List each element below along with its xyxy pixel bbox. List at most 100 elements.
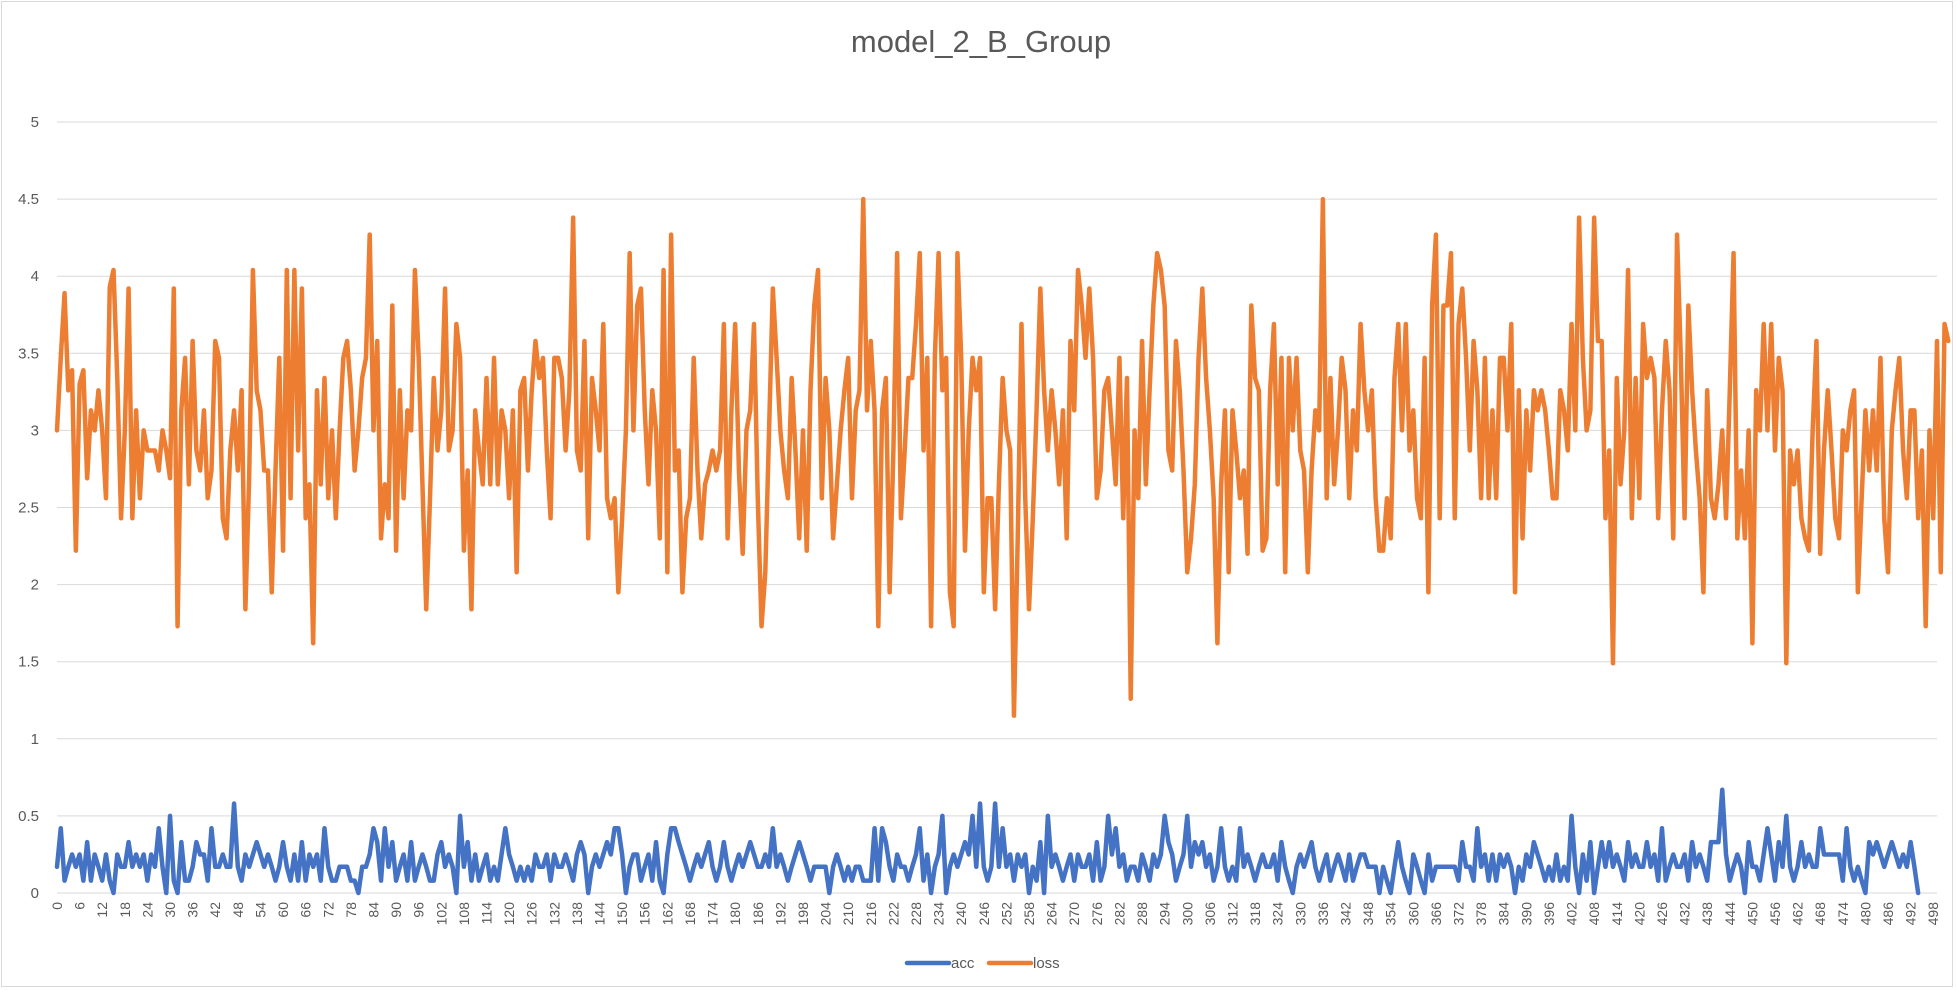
series-lines bbox=[54, 196, 1951, 896]
y-tick-label: 1.5 bbox=[18, 654, 39, 671]
x-tick-label: 222 bbox=[885, 902, 901, 926]
x-tick-label: 294 bbox=[1157, 902, 1173, 926]
x-tick-label: 270 bbox=[1066, 902, 1082, 926]
x-tick-label: 366 bbox=[1428, 902, 1444, 926]
y-tick-label: 1 bbox=[31, 731, 39, 748]
y-tick-label: 2.5 bbox=[18, 500, 39, 517]
x-tick-label: 264 bbox=[1044, 902, 1060, 926]
x-tick-label: 486 bbox=[1880, 902, 1896, 926]
x-axis-tick-labels: 0 6 12 18 24 30 36 42 48 54 60 66 72 78 84 90 96 102 108 11… bbox=[49, 902, 1941, 926]
x-tick-label: 42 bbox=[207, 902, 223, 918]
x-tick-label: 54 bbox=[252, 902, 268, 918]
x-tick-label: 408 bbox=[1586, 902, 1602, 926]
x-tick-label: 156 bbox=[637, 902, 653, 926]
x-tick-label: 240 bbox=[953, 902, 969, 926]
x-tick-label: 180 bbox=[727, 902, 743, 926]
x-tick-label: 402 bbox=[1564, 902, 1580, 926]
y-tick-label: 3.5 bbox=[18, 345, 39, 362]
x-tick-label: 450 bbox=[1744, 902, 1760, 926]
x-tick-label: 168 bbox=[682, 902, 698, 926]
x-tick-label: 444 bbox=[1722, 902, 1738, 926]
x-tick-label: 102 bbox=[433, 902, 449, 926]
x-tick-label: 138 bbox=[569, 902, 585, 926]
x-tick-label: 342 bbox=[1337, 902, 1353, 926]
x-tick-label: 108 bbox=[456, 902, 472, 926]
x-tick-label: 306 bbox=[1202, 902, 1218, 926]
x-tick-label: 414 bbox=[1609, 902, 1625, 926]
x-tick-label: 162 bbox=[659, 902, 675, 926]
x-tick-label: 0 bbox=[49, 902, 65, 910]
x-tick-label: 132 bbox=[546, 902, 562, 926]
x-tick-label: 216 bbox=[863, 902, 879, 926]
x-tick-label: 456 bbox=[1767, 902, 1783, 926]
x-tick-label: 174 bbox=[705, 902, 721, 926]
y-tick-label: 5 bbox=[31, 114, 39, 131]
y-tick-label: 4.5 bbox=[18, 191, 39, 208]
series-line-loss bbox=[54, 196, 1951, 718]
x-tick-label: 312 bbox=[1224, 902, 1240, 926]
legend: acc loss bbox=[904, 955, 1060, 972]
x-tick-label: 6 bbox=[72, 902, 88, 910]
x-tick-label: 354 bbox=[1383, 902, 1399, 926]
x-tick-label: 114 bbox=[478, 902, 494, 925]
x-tick-label: 72 bbox=[320, 902, 336, 918]
x-tick-label: 372 bbox=[1451, 902, 1467, 926]
x-tick-label: 60 bbox=[275, 902, 291, 918]
legend-label-acc: acc bbox=[951, 955, 975, 972]
x-tick-label: 234 bbox=[931, 902, 947, 926]
x-tick-label: 48 bbox=[230, 902, 246, 918]
x-tick-label: 186 bbox=[750, 902, 766, 926]
x-tick-label: 120 bbox=[501, 902, 517, 926]
x-tick-label: 258 bbox=[1021, 902, 1037, 926]
x-tick-label: 12 bbox=[94, 902, 110, 918]
x-tick-label: 384 bbox=[1496, 902, 1512, 926]
x-tick-label: 300 bbox=[1179, 902, 1195, 926]
x-tick-label: 210 bbox=[840, 902, 856, 926]
x-tick-label: 462 bbox=[1790, 902, 1806, 926]
x-tick-label: 498 bbox=[1925, 902, 1941, 926]
x-tick-label: 474 bbox=[1835, 902, 1851, 926]
x-tick-label: 390 bbox=[1518, 902, 1534, 926]
series-line-acc bbox=[54, 787, 1921, 896]
x-tick-label: 396 bbox=[1541, 902, 1557, 926]
x-tick-label: 246 bbox=[976, 902, 992, 926]
x-tick-label: 336 bbox=[1315, 902, 1331, 926]
x-tick-label: 426 bbox=[1654, 902, 1670, 926]
x-tick-label: 90 bbox=[388, 902, 404, 918]
x-tick-label: 330 bbox=[1292, 902, 1308, 926]
chart-title: model_2_B_Group bbox=[851, 24, 1111, 59]
x-tick-label: 348 bbox=[1360, 902, 1376, 926]
x-tick-label: 468 bbox=[1812, 902, 1828, 926]
x-tick-label: 360 bbox=[1405, 902, 1421, 926]
x-tick-label: 66 bbox=[298, 902, 314, 918]
x-tick-label: 30 bbox=[162, 902, 178, 918]
x-tick-label: 24 bbox=[139, 902, 155, 918]
y-tick-label: 2 bbox=[31, 577, 39, 594]
x-tick-label: 276 bbox=[1089, 902, 1105, 926]
x-tick-label: 192 bbox=[772, 902, 788, 926]
x-tick-label: 150 bbox=[614, 902, 630, 926]
x-tick-label: 438 bbox=[1699, 902, 1715, 926]
x-tick-label: 36 bbox=[185, 902, 201, 918]
x-tick-label: 420 bbox=[1631, 902, 1647, 926]
x-tick-label: 78 bbox=[343, 902, 359, 918]
x-tick-label: 96 bbox=[411, 902, 427, 918]
x-tick-label: 378 bbox=[1473, 902, 1489, 926]
y-tick-label: 0.5 bbox=[18, 808, 39, 825]
x-tick-label: 318 bbox=[1247, 902, 1263, 926]
x-tick-label: 126 bbox=[524, 902, 540, 926]
x-tick-label: 198 bbox=[795, 902, 811, 926]
x-tick-label: 282 bbox=[1111, 902, 1127, 926]
x-tick-label: 204 bbox=[818, 902, 834, 926]
y-tick-label: 4 bbox=[31, 268, 39, 285]
x-tick-label: 252 bbox=[998, 902, 1014, 926]
y-axis-tick-labels: 0 0.5 1 1.5 2 2.5 3 3.5 4 4.5 5 bbox=[18, 114, 39, 902]
x-tick-label: 492 bbox=[1903, 902, 1919, 926]
x-tick-label: 84 bbox=[365, 902, 381, 918]
y-tick-label: 0 bbox=[31, 885, 39, 902]
x-tick-label: 480 bbox=[1857, 902, 1873, 926]
y-tick-label: 3 bbox=[31, 422, 39, 439]
x-tick-label: 432 bbox=[1677, 902, 1693, 926]
x-tick-label: 144 bbox=[592, 902, 608, 926]
